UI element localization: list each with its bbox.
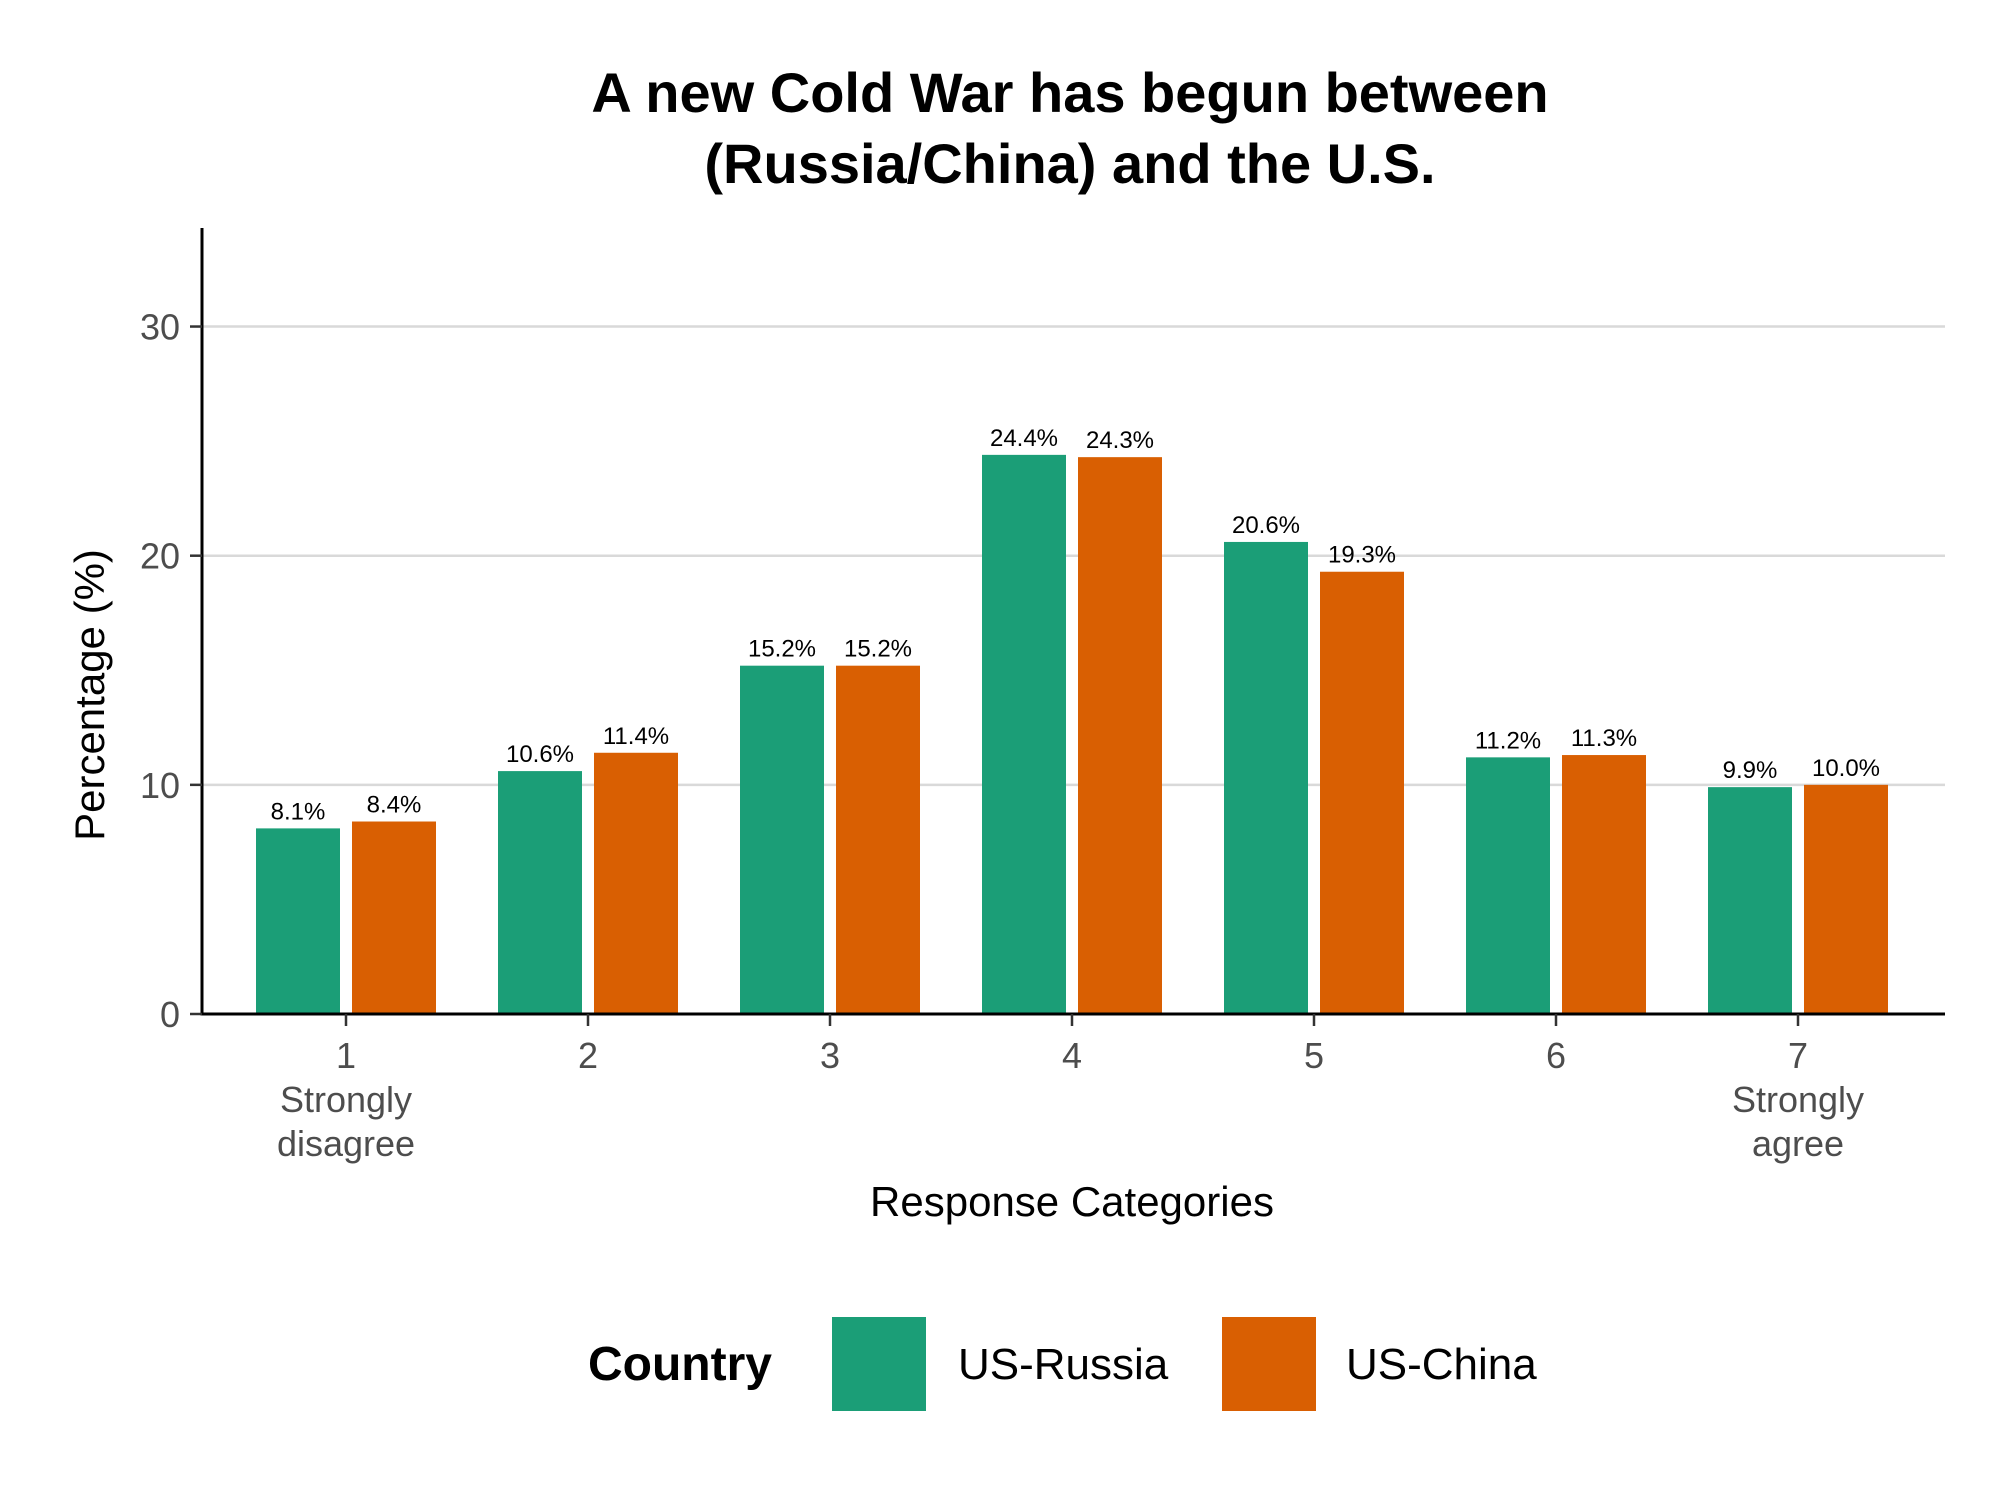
x-tick-sublabel: disagree (277, 1123, 415, 1164)
x-tick-label: 2 (578, 1035, 598, 1076)
x-tick-label: 5 (1304, 1035, 1324, 1076)
y-axis-ticks: 0 10 20 30 (140, 307, 202, 1035)
gridlines (202, 325, 1945, 787)
data-label: 10.0% (1812, 755, 1880, 782)
data-label: 10.6% (506, 741, 574, 768)
x-tick-label: 3 (820, 1035, 840, 1076)
x-tick-label: 6 (1546, 1035, 1566, 1076)
chart-title-line-1: A new Cold War has begun between (591, 61, 1548, 124)
data-label: 8.1% (271, 798, 326, 825)
bar-us-china-7 (1804, 784, 1888, 1014)
data-label: 11.4% (603, 723, 669, 750)
data-label: 9.9% (1723, 757, 1778, 784)
bar-us-russia-2 (498, 771, 582, 1014)
data-label: 8.4% (367, 792, 422, 819)
legend-key-us-russia (832, 1317, 926, 1411)
data-label: 15.2% (748, 636, 816, 663)
data-label: 20.6% (1232, 512, 1300, 539)
x-tick-sublabel: Strongly (280, 1079, 412, 1120)
x-axis-title: Response Categories (870, 1178, 1274, 1225)
y-tick-label: 30 (140, 307, 180, 348)
data-label: 11.3% (1571, 725, 1637, 752)
bar-us-china-3 (836, 665, 920, 1014)
legend-title: Country (588, 1338, 772, 1391)
x-tick-label: 1 (336, 1035, 356, 1076)
y-tick-label: 10 (140, 765, 180, 806)
legend-label-us-russia: US-Russia (958, 1340, 1169, 1389)
chart-title: A new Cold War has begun between (Russia… (591, 61, 1548, 195)
axes (200, 228, 1945, 1016)
bar-us-russia-6 (1466, 757, 1550, 1014)
legend-key-us-china (1222, 1317, 1316, 1411)
chart-title-line-2: (Russia/China) and the U.S. (704, 132, 1435, 195)
bar-us-russia-5 (1224, 541, 1308, 1014)
bar-us-russia-3 (740, 665, 824, 1014)
x-tick-sublabel: agree (1752, 1123, 1844, 1164)
data-labels: 8.1% 8.4% 10.6% 11.4% 15.2% 15.2% 24.4% 24.3% 20… (271, 425, 1880, 826)
bar-us-china-6 (1562, 755, 1646, 1014)
x-tick-label: 4 (1062, 1035, 1082, 1076)
y-tick-label: 20 (140, 536, 180, 577)
bar-us-china-1 (352, 821, 436, 1014)
y-tick-label: 0 (160, 994, 180, 1035)
data-label: 19.3% (1328, 542, 1396, 569)
data-label: 24.4% (990, 425, 1058, 452)
x-tick-sublabel: Strongly (1732, 1079, 1864, 1120)
legend-label-us-china: US-China (1346, 1340, 1537, 1389)
x-tick-label: 7 (1788, 1035, 1808, 1076)
y-axis-title: Percentage (%) (66, 549, 113, 841)
data-label: 24.3% (1086, 427, 1154, 454)
bar-us-russia-4 (982, 454, 1066, 1014)
bar-us-china-4 (1078, 457, 1162, 1014)
bar-us-china-5 (1320, 571, 1404, 1014)
bar-us-russia-7 (1708, 787, 1792, 1014)
data-label: 11.2% (1475, 727, 1541, 754)
bars (256, 454, 1888, 1014)
legend: Country US-Russia US-China (588, 1317, 1537, 1411)
data-label: 15.2% (844, 636, 912, 663)
bar-us-china-2 (594, 752, 678, 1014)
bar-us-russia-1 (256, 828, 340, 1014)
